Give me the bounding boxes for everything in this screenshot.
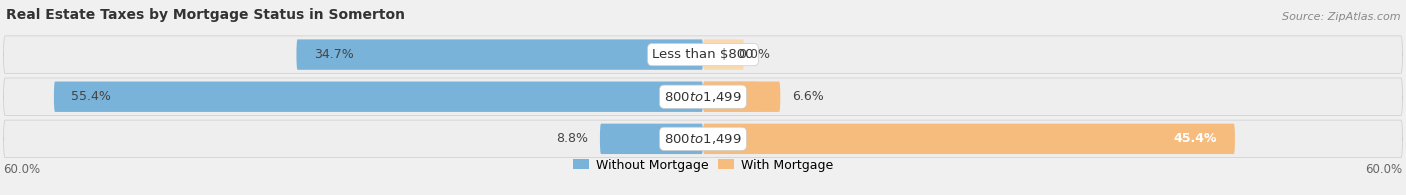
FancyBboxPatch shape: [3, 120, 1403, 158]
Text: 8.8%: 8.8%: [557, 132, 588, 145]
FancyBboxPatch shape: [53, 82, 703, 112]
Text: 0.0%: 0.0%: [738, 48, 770, 61]
FancyBboxPatch shape: [703, 82, 756, 112]
Text: 60.0%: 60.0%: [1365, 163, 1403, 176]
Text: $800 to $1,499: $800 to $1,499: [664, 90, 742, 104]
Text: Real Estate Taxes by Mortgage Status in Somerton: Real Estate Taxes by Mortgage Status in …: [6, 8, 405, 22]
FancyBboxPatch shape: [703, 82, 780, 112]
Text: Source: ZipAtlas.com: Source: ZipAtlas.com: [1281, 12, 1400, 22]
FancyBboxPatch shape: [703, 39, 744, 70]
Text: Less than $800: Less than $800: [652, 48, 754, 61]
Text: 60.0%: 60.0%: [3, 163, 41, 176]
FancyBboxPatch shape: [600, 124, 703, 154]
Text: 45.4%: 45.4%: [1174, 132, 1218, 145]
FancyBboxPatch shape: [297, 39, 703, 70]
FancyBboxPatch shape: [3, 78, 1403, 115]
Text: 6.6%: 6.6%: [792, 90, 824, 103]
Legend: Without Mortgage, With Mortgage: Without Mortgage, With Mortgage: [574, 159, 832, 172]
Text: 34.7%: 34.7%: [314, 48, 354, 61]
FancyBboxPatch shape: [3, 36, 1403, 73]
FancyBboxPatch shape: [703, 124, 1234, 154]
Text: $800 to $1,499: $800 to $1,499: [664, 132, 742, 146]
Text: 55.4%: 55.4%: [72, 90, 111, 103]
